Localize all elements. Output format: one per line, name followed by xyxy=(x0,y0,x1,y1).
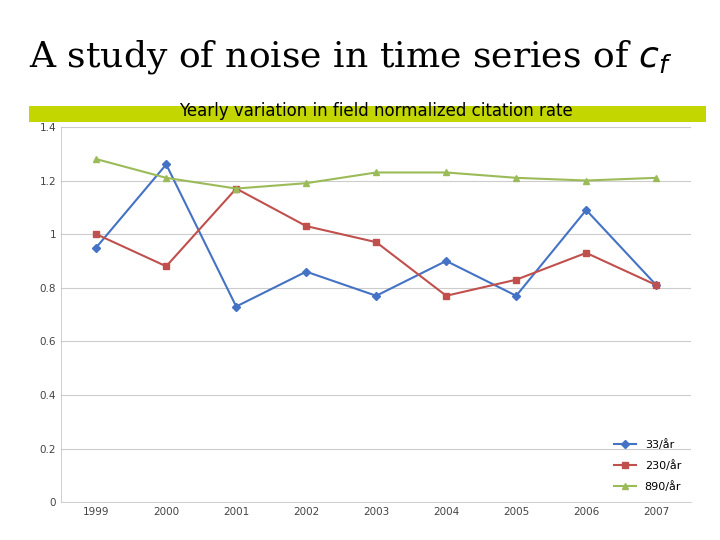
890/år xyxy=(302,180,310,186)
33/år xyxy=(442,258,451,264)
230/år xyxy=(302,223,310,230)
230/år xyxy=(512,276,521,283)
890/år xyxy=(442,169,451,176)
33/år xyxy=(92,244,101,251)
230/år xyxy=(232,185,240,192)
33/år xyxy=(512,293,521,299)
Title: Yearly variation in field normalized citation rate: Yearly variation in field normalized cit… xyxy=(179,102,573,120)
890/år xyxy=(92,156,101,163)
890/år xyxy=(652,174,660,181)
33/år xyxy=(162,161,171,167)
890/år xyxy=(372,169,381,176)
Legend: 33/år, 230/år, 890/år: 33/år, 230/år, 890/år xyxy=(609,435,685,497)
33/år xyxy=(372,293,381,299)
890/år xyxy=(582,177,590,184)
230/år xyxy=(92,231,101,238)
33/år xyxy=(652,282,660,288)
230/år xyxy=(162,263,171,269)
33/år xyxy=(582,207,590,213)
230/år xyxy=(372,239,381,245)
33/år xyxy=(302,268,310,275)
230/år xyxy=(652,282,660,288)
Text: A study of noise in time series of $c_f$: A study of noise in time series of $c_f$ xyxy=(29,38,672,76)
Line: 230/år: 230/år xyxy=(94,186,659,299)
890/år xyxy=(162,174,171,181)
890/år xyxy=(232,185,240,192)
230/år xyxy=(582,249,590,256)
33/år xyxy=(232,303,240,310)
Line: 890/år: 890/år xyxy=(94,156,659,191)
230/år xyxy=(442,293,451,299)
Line: 33/år: 33/år xyxy=(94,161,659,309)
890/år xyxy=(512,174,521,181)
